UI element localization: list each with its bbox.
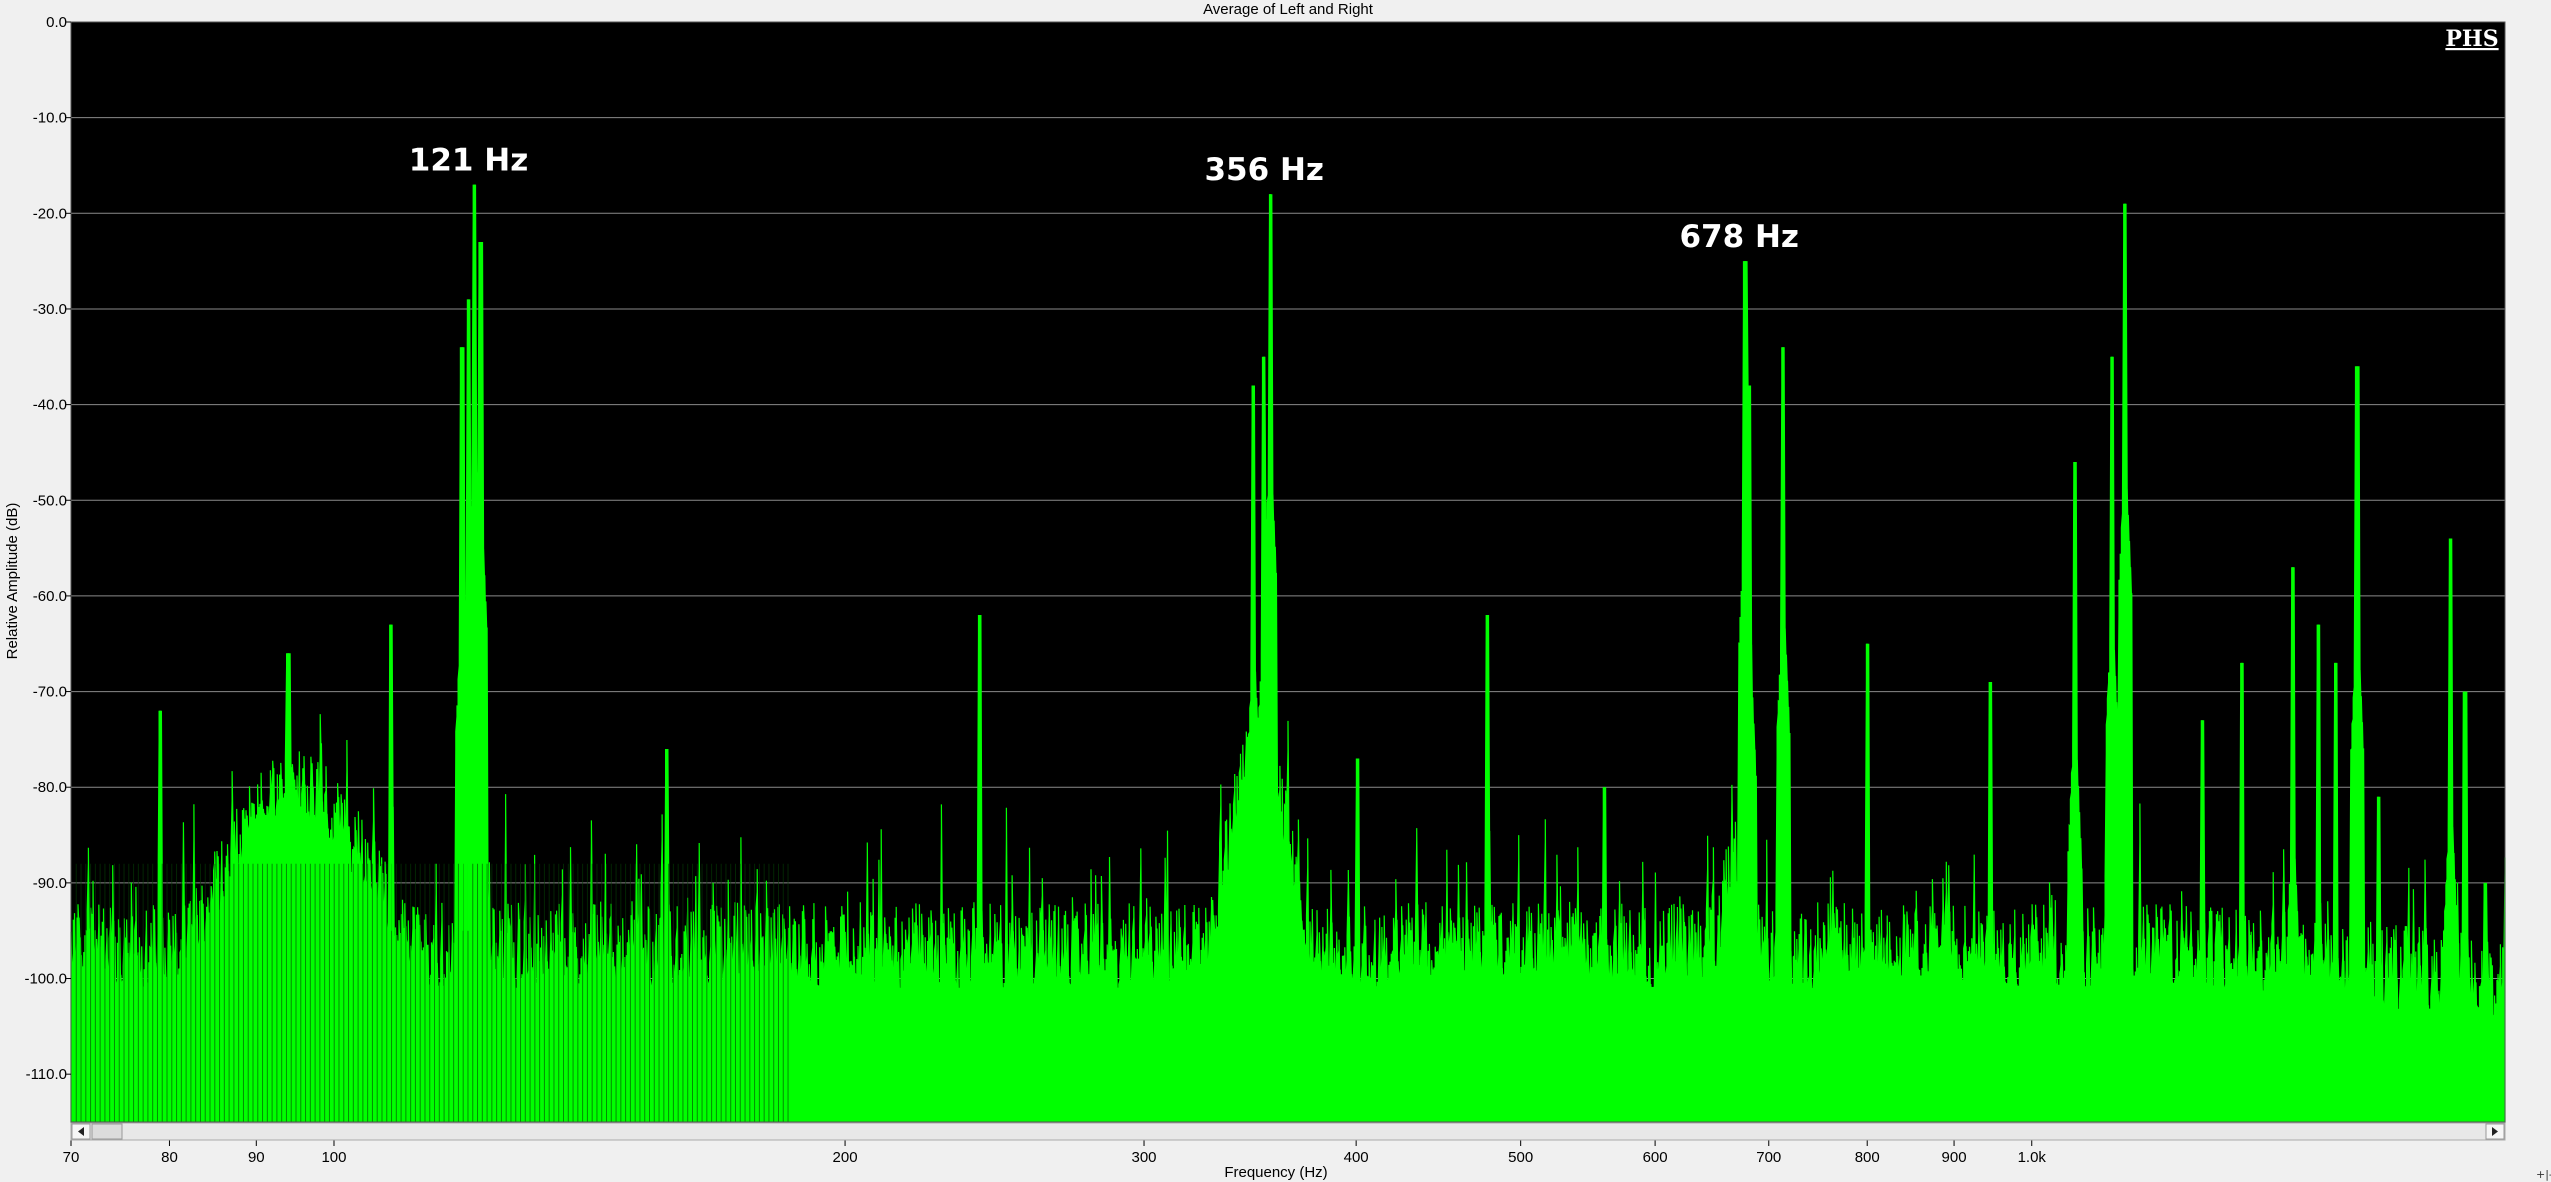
x-axis-label: Frequency (Hz)	[1224, 1164, 1327, 1181]
y-tick-label: -20.0	[33, 205, 67, 222]
scroll-left-icon	[78, 1127, 84, 1136]
x-tick-label: 400	[1344, 1149, 1369, 1166]
svg-text:+|-: +|-	[2536, 1168, 2551, 1181]
y-tick-label: -80.0	[33, 779, 67, 796]
zoom-icon[interactable]: +|-	[2536, 1168, 2551, 1181]
x-tick-label: 900	[1942, 1149, 1967, 1166]
x-tick-label: 700	[1756, 1149, 1781, 1166]
x-tick-label: 100	[321, 1149, 346, 1166]
plot-border	[70, 21, 2506, 1123]
y-tick-label: -30.0	[33, 301, 67, 318]
scrollbar-track[interactable]	[70, 1122, 2506, 1141]
x-tick-label: 600	[1643, 1149, 1668, 1166]
y-tick-label: -100.0	[24, 971, 67, 988]
horizontal-scrollbar[interactable]	[70, 1122, 2506, 1141]
x-tick-label: 1.0k	[2018, 1149, 2047, 1166]
x-tick-label: 200	[833, 1149, 858, 1166]
scrollbar-thumb[interactable]	[91, 1123, 123, 1140]
y-tick-label: -40.0	[33, 397, 67, 414]
y-tick-label: -110.0	[26, 1066, 67, 1083]
spectrum-area	[70, 184, 2506, 1123]
y-axis: 0.0 -10.0 -20.0 -30.0 -40.0 -50.0 -60.0 -70.0 -8…	[24, 14, 71, 1083]
spectrum-series	[70, 184, 2506, 1123]
scroll-right-icon	[2492, 1127, 2498, 1136]
x-tick-label: 800	[1855, 1149, 1880, 1166]
x-tick-label: 70	[63, 1149, 80, 1166]
x-tick-label: 500	[1508, 1149, 1533, 1166]
y-axis-label: Relative Amplitude (dB)	[4, 503, 21, 660]
phs-logo: PHS	[2445, 26, 2498, 52]
y-tick-label: -90.0	[33, 875, 67, 892]
x-tick-label: 300	[1132, 1149, 1157, 1166]
x-axis: 70 80 90 100 200 300 400 500 600 700 800 900 1.0k	[63, 1140, 2047, 1166]
y-tick-label: -10.0	[33, 110, 67, 127]
chart-title: Average of Left and Right	[1203, 1, 1374, 18]
x-tick-label: 90	[248, 1149, 265, 1166]
y-tick-label: 0.0	[46, 14, 67, 31]
y-tick-label: -70.0	[33, 684, 67, 701]
peak-annotation: 356 Hz	[1204, 152, 1324, 188]
peak-annotation: 121 Hz	[409, 143, 529, 179]
peak-annotations: 121 Hz 356 Hz 678 Hz	[409, 143, 1799, 256]
peak-annotation: 678 Hz	[1679, 219, 1799, 255]
y-tick-label: -50.0	[33, 492, 67, 509]
y-tick-label: -60.0	[33, 588, 67, 605]
x-tick-label: 80	[161, 1149, 178, 1166]
